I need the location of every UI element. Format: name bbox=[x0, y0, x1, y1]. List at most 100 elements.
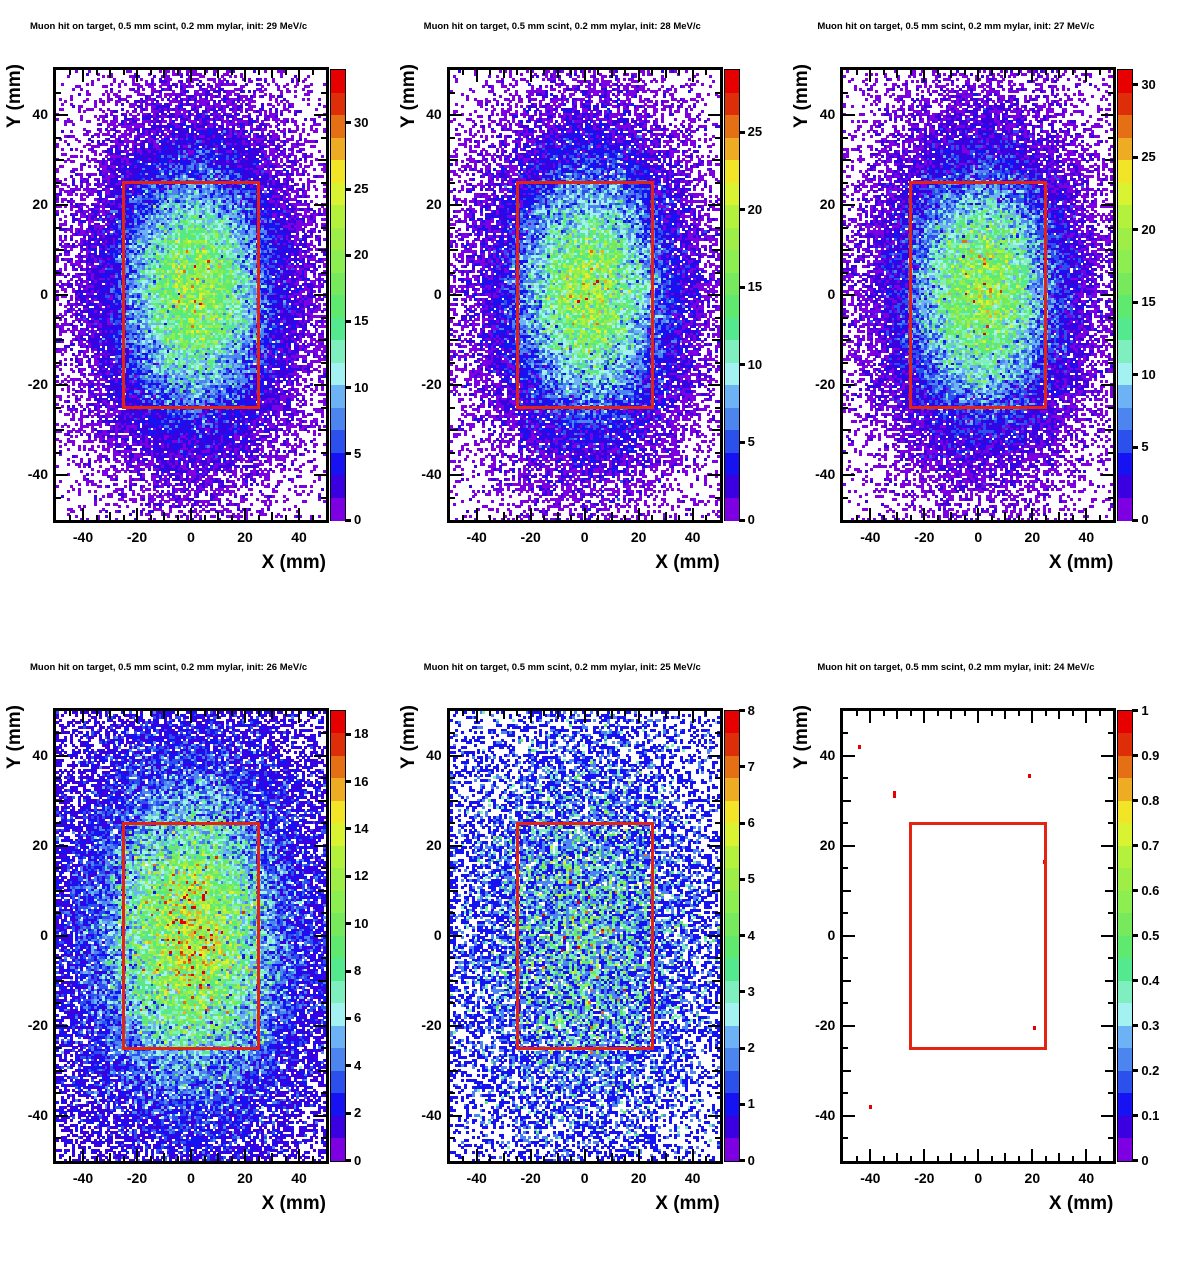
colorbar-band bbox=[724, 935, 739, 959]
x-tick bbox=[882, 70, 885, 75]
x-tick-label: -20 bbox=[126, 529, 148, 545]
x-tick bbox=[203, 70, 206, 75]
x-tick bbox=[691, 508, 694, 520]
y-tick bbox=[314, 114, 326, 116]
y-tick bbox=[714, 496, 720, 499]
colorbar-tick-label: 1 bbox=[1141, 702, 1149, 718]
y-tick bbox=[843, 294, 856, 296]
x-tick bbox=[284, 515, 287, 520]
y-tick bbox=[843, 1137, 849, 1139]
y-tick bbox=[843, 867, 849, 869]
x-tick-label: 0 bbox=[580, 1169, 589, 1186]
colorbar-band bbox=[331, 160, 345, 183]
colorbar-band bbox=[724, 1138, 739, 1161]
x-tick-label: -20 bbox=[520, 529, 541, 545]
y-tick bbox=[1108, 957, 1114, 959]
y-tick bbox=[1108, 406, 1114, 409]
x-tick bbox=[691, 1148, 694, 1161]
y-tick-label: 0 bbox=[40, 286, 48, 302]
colorbar-band bbox=[724, 475, 739, 498]
y-axis-title: Y (mm) bbox=[4, 64, 25, 129]
colorbar-band bbox=[724, 295, 739, 318]
colorbar-band bbox=[724, 92, 739, 116]
colorbar-tick bbox=[1132, 934, 1139, 937]
colorbar-band bbox=[331, 800, 345, 824]
colorbar-band bbox=[331, 1115, 345, 1139]
x-tick bbox=[190, 710, 192, 723]
y-tick bbox=[449, 181, 455, 184]
x-tick-label: -40 bbox=[860, 1169, 881, 1186]
x-axis-title: X (mm) bbox=[261, 552, 326, 573]
x-tick bbox=[869, 70, 872, 82]
colorbar-tick bbox=[738, 709, 745, 712]
y-tick bbox=[318, 889, 326, 892]
y-tick bbox=[449, 249, 458, 251]
y-tick bbox=[1105, 889, 1114, 892]
colorbar-tick-label: 2 bbox=[747, 1040, 755, 1055]
y-tick bbox=[449, 754, 462, 757]
x-axis-title: X (mm) bbox=[261, 1192, 326, 1214]
x-tick bbox=[990, 70, 993, 75]
x-tick bbox=[311, 515, 314, 520]
y-tick bbox=[843, 384, 856, 386]
x-tick bbox=[678, 710, 681, 716]
colorbar-band bbox=[331, 227, 345, 251]
y-tick bbox=[321, 867, 326, 869]
colorbar-tick bbox=[738, 518, 745, 522]
colorbar-tick-label: 4 bbox=[354, 1057, 362, 1073]
y-tick-label: -20 bbox=[815, 1016, 836, 1033]
x-tick bbox=[271, 70, 273, 78]
x-tick bbox=[502, 70, 505, 78]
y-tick bbox=[707, 844, 720, 847]
y-tick bbox=[1101, 294, 1114, 296]
x-tick bbox=[610, 710, 613, 719]
y-tick bbox=[843, 361, 849, 364]
x-tick bbox=[936, 710, 939, 716]
colorbar-band bbox=[1118, 137, 1133, 161]
heatmap-canvas bbox=[56, 70, 326, 520]
colorbar-band bbox=[331, 958, 345, 981]
y-tick-label: -20 bbox=[27, 376, 48, 392]
y-tick bbox=[318, 339, 326, 341]
y-tick bbox=[711, 889, 720, 892]
heatmap-canvas bbox=[843, 710, 1114, 1161]
colorbar-band bbox=[1118, 295, 1133, 318]
colorbar-band bbox=[331, 890, 345, 914]
y-tick bbox=[449, 406, 455, 409]
y-tick bbox=[843, 889, 852, 892]
y-tick-label: 40 bbox=[426, 746, 442, 763]
x-tick bbox=[1017, 70, 1020, 75]
x-tick bbox=[82, 508, 84, 520]
colorbar-tick-label: 5 bbox=[747, 434, 755, 450]
colorbar-tick-label: 3 bbox=[747, 983, 755, 999]
colorbar-band bbox=[724, 868, 739, 891]
colorbar-band bbox=[1118, 1048, 1133, 1071]
colorbar-tick-label: 25 bbox=[354, 181, 369, 197]
y-tick bbox=[56, 91, 61, 94]
colorbar-tick bbox=[345, 874, 351, 878]
x-tick bbox=[95, 710, 98, 716]
colorbar-band bbox=[1118, 160, 1133, 183]
plot-title: Muon hit on target, 0.5 mm scint, 0.2 mm… bbox=[30, 661, 308, 673]
colorbar-band bbox=[1118, 800, 1133, 824]
x-tick bbox=[271, 512, 273, 520]
x-tick bbox=[1085, 508, 1088, 520]
y-tick bbox=[449, 159, 458, 161]
x-tick bbox=[705, 710, 708, 716]
colorbar-band bbox=[724, 160, 739, 183]
colorbar-band bbox=[1118, 935, 1133, 959]
colorbar bbox=[723, 69, 740, 521]
colorbar-tick bbox=[345, 1016, 351, 1020]
colorbar-band bbox=[724, 227, 739, 251]
colorbar-band bbox=[724, 1003, 739, 1026]
target-overlay-rect bbox=[909, 181, 1048, 409]
colorbar-band bbox=[724, 407, 739, 431]
y-tick bbox=[843, 1092, 849, 1094]
colorbar-tick bbox=[1132, 889, 1139, 892]
colorbar-tick-label: 0 bbox=[354, 1152, 362, 1168]
y-tick bbox=[449, 429, 458, 431]
x-tick bbox=[651, 70, 654, 75]
colorbar-band bbox=[724, 340, 739, 363]
x-tick bbox=[651, 1155, 654, 1161]
y-tick bbox=[321, 1002, 326, 1004]
